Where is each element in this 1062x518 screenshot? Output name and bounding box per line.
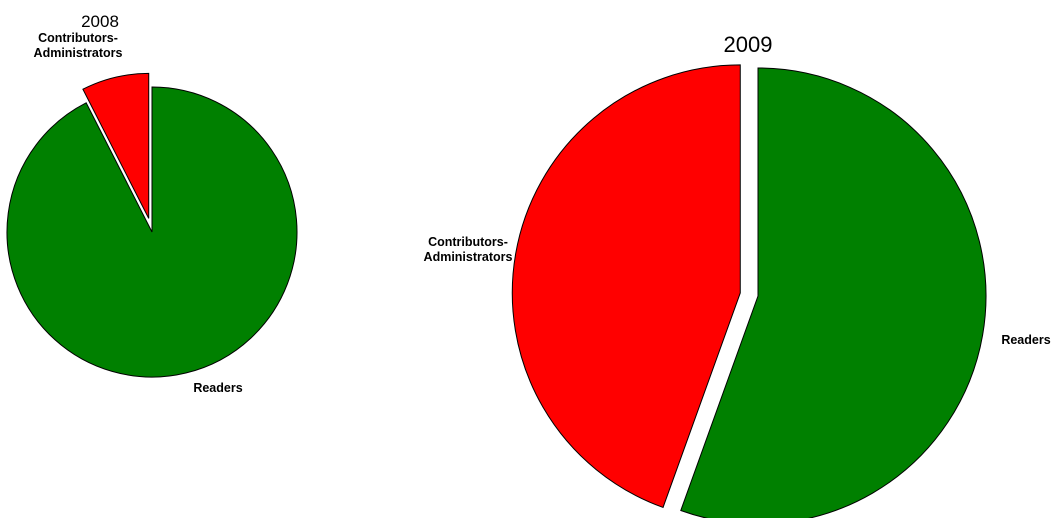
slice-label-2008-contributors-administrators: Contributors-Administrators: [34, 31, 123, 60]
pie-slice-2009-readers: [680, 67, 987, 518]
pie-slice-2008-readers: [6, 86, 298, 378]
slice-label-2008-readers: Readers: [193, 381, 242, 395]
pie-slice-2009-contributors-administrators: [511, 64, 741, 509]
pie-slice-2008-contributors-administrators: [82, 72, 150, 219]
chart-title-2008: 2008: [81, 12, 119, 31]
slice-label-2009-readers: Readers: [1001, 333, 1050, 347]
pie-chart-2008: 2008 Readers Contributors-Administrators: [6, 12, 298, 395]
pie-chart-2009: 2009 Readers Contributors-Administrators: [424, 32, 1051, 518]
slice-label-2009-contributors-administrators: Contributors-Administrators: [424, 235, 513, 264]
chart-title-2009: 2009: [724, 32, 773, 57]
